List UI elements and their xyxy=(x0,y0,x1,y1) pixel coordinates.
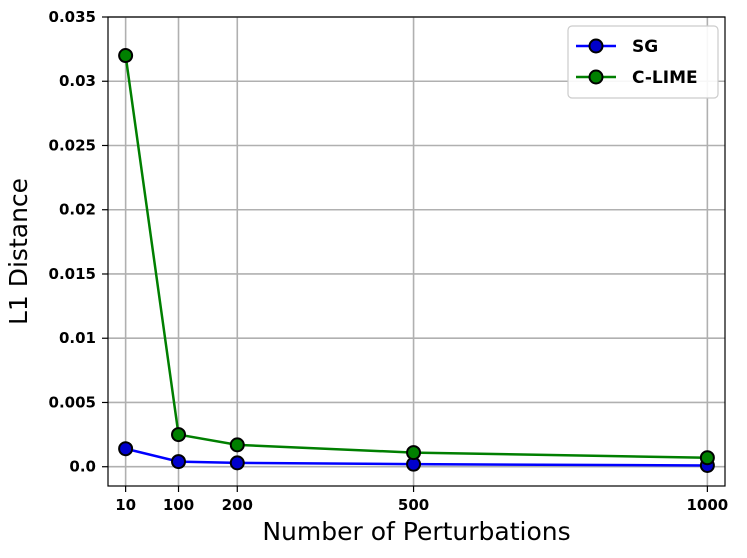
legend-marker xyxy=(588,69,604,85)
data-point-sg xyxy=(118,441,134,457)
legend-marker xyxy=(588,38,604,54)
legend-item-c-lime: C-LIME xyxy=(576,68,698,88)
data-point-sg xyxy=(229,455,245,471)
legend-label: SG xyxy=(632,37,658,57)
x-axis: 10 100 200 500 1000 xyxy=(115,486,728,514)
x-tick-label: 200 xyxy=(222,496,253,514)
x-axis-title: Number of Perturbations xyxy=(262,517,570,546)
y-tick-label: 0.025 xyxy=(49,136,96,154)
x-tick-label: 500 xyxy=(398,496,429,514)
series-line-c-lime xyxy=(124,55,708,459)
data-point-c-lime xyxy=(699,450,715,466)
legend-label: C-LIME xyxy=(632,68,698,88)
y-tick-label: 0.015 xyxy=(49,265,96,283)
data-point-c-lime xyxy=(406,445,422,461)
plot-area xyxy=(107,16,726,487)
x-tick-label: 10 xyxy=(115,496,136,514)
x-tick-label: 100 xyxy=(163,496,194,514)
y-axis: 0.0 0.005 0.01 0.015 0.02 0.025 0.03 0.035 xyxy=(49,8,108,476)
y-tick-label: 0.035 xyxy=(49,8,96,26)
legend: SG C-LIME xyxy=(567,25,719,99)
y-axis-title: L1 Distance xyxy=(4,178,33,325)
y-tick-label: 0.02 xyxy=(59,201,96,219)
y-tick-label: 0.03 xyxy=(59,72,96,90)
x-tick-label: 1000 xyxy=(686,496,728,514)
data-point-c-lime xyxy=(118,48,134,64)
series-sg xyxy=(118,441,715,473)
y-tick-label: 0.0 xyxy=(69,458,96,476)
y-tick-label: 0.005 xyxy=(49,393,96,411)
series-c-lime xyxy=(118,48,715,466)
data-point-c-lime xyxy=(171,427,187,443)
y-tick-label: 0.01 xyxy=(59,329,96,347)
legend-box xyxy=(567,25,719,99)
series-layer xyxy=(118,48,715,473)
data-point-sg xyxy=(171,454,187,470)
data-point-c-lime xyxy=(229,437,245,453)
legend-item-sg: SG xyxy=(576,37,658,57)
